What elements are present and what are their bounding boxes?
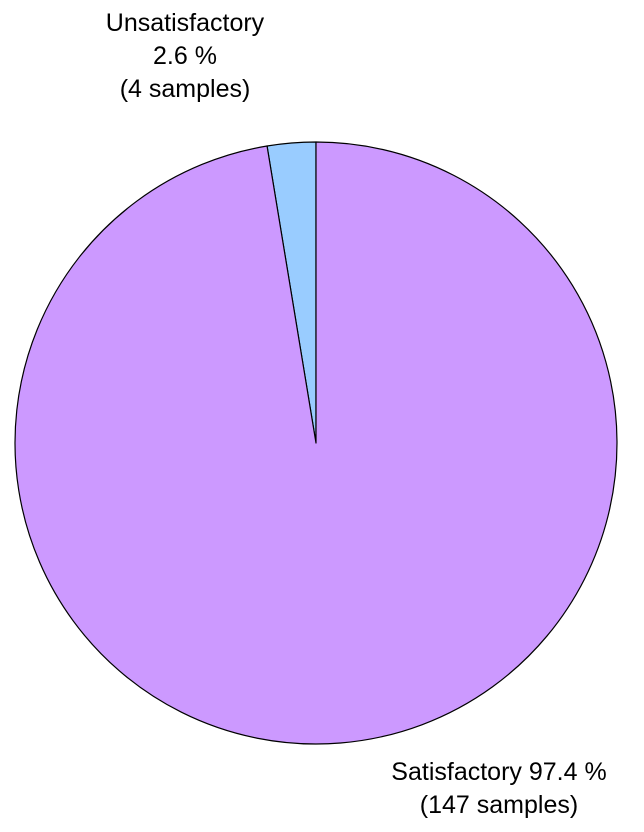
unsatisfactory-slice-label: Unsatisfactory 2.6 % (4 samples): [72, 7, 298, 106]
unsatisfactory-label-samples: (4 samples): [119, 75, 251, 103]
pie-slice-satisfactory: [14, 141, 618, 745]
unsatisfactory-label-name: Unsatisfactory: [105, 9, 265, 37]
satisfactory-label-samples: (147 samples): [419, 791, 579, 819]
unsatisfactory-label-percent: 2.6 %: [153, 42, 217, 70]
satisfactory-slice-label: Satisfactory 97.4 % (147 samples): [360, 756, 638, 822]
satisfactory-label-name-percent: Satisfactory 97.4 %: [391, 758, 607, 786]
